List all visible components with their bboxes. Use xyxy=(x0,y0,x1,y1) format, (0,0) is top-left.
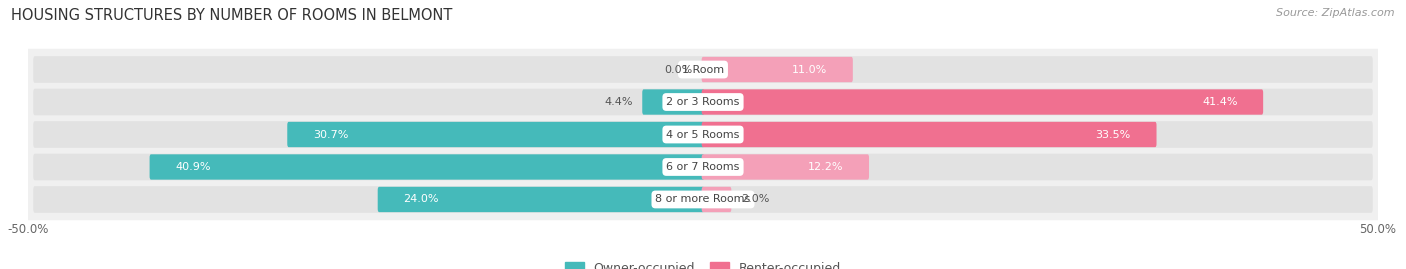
FancyBboxPatch shape xyxy=(702,154,869,180)
FancyBboxPatch shape xyxy=(27,81,1379,123)
Text: 8 or more Rooms: 8 or more Rooms xyxy=(655,194,751,204)
Text: 1 Room: 1 Room xyxy=(682,65,724,75)
Text: Source: ZipAtlas.com: Source: ZipAtlas.com xyxy=(1277,8,1395,18)
FancyBboxPatch shape xyxy=(702,187,731,212)
Text: 0.0%: 0.0% xyxy=(664,65,692,75)
Text: 4.4%: 4.4% xyxy=(605,97,633,107)
Text: 4 or 5 Rooms: 4 or 5 Rooms xyxy=(666,129,740,140)
Text: 33.5%: 33.5% xyxy=(1095,129,1130,140)
Text: 6 or 7 Rooms: 6 or 7 Rooms xyxy=(666,162,740,172)
Text: 24.0%: 24.0% xyxy=(404,194,439,204)
FancyBboxPatch shape xyxy=(27,179,1379,220)
Text: 30.7%: 30.7% xyxy=(314,129,349,140)
Text: 2 or 3 Rooms: 2 or 3 Rooms xyxy=(666,97,740,107)
FancyBboxPatch shape xyxy=(378,187,704,212)
FancyBboxPatch shape xyxy=(702,57,853,82)
FancyBboxPatch shape xyxy=(34,121,1372,148)
FancyBboxPatch shape xyxy=(149,154,704,180)
Text: 41.4%: 41.4% xyxy=(1202,97,1237,107)
FancyBboxPatch shape xyxy=(34,154,1372,180)
FancyBboxPatch shape xyxy=(643,89,704,115)
Text: 12.2%: 12.2% xyxy=(808,162,844,172)
FancyBboxPatch shape xyxy=(27,146,1379,188)
FancyBboxPatch shape xyxy=(27,49,1379,90)
FancyBboxPatch shape xyxy=(287,122,704,147)
Text: 11.0%: 11.0% xyxy=(792,65,827,75)
FancyBboxPatch shape xyxy=(27,114,1379,155)
Legend: Owner-occupied, Renter-occupied: Owner-occupied, Renter-occupied xyxy=(560,257,846,269)
FancyBboxPatch shape xyxy=(34,186,1372,213)
FancyBboxPatch shape xyxy=(702,122,1157,147)
FancyBboxPatch shape xyxy=(702,89,1263,115)
FancyBboxPatch shape xyxy=(34,56,1372,83)
FancyBboxPatch shape xyxy=(34,89,1372,115)
Text: HOUSING STRUCTURES BY NUMBER OF ROOMS IN BELMONT: HOUSING STRUCTURES BY NUMBER OF ROOMS IN… xyxy=(11,8,453,23)
Text: 40.9%: 40.9% xyxy=(176,162,211,172)
Text: 2.0%: 2.0% xyxy=(741,194,769,204)
